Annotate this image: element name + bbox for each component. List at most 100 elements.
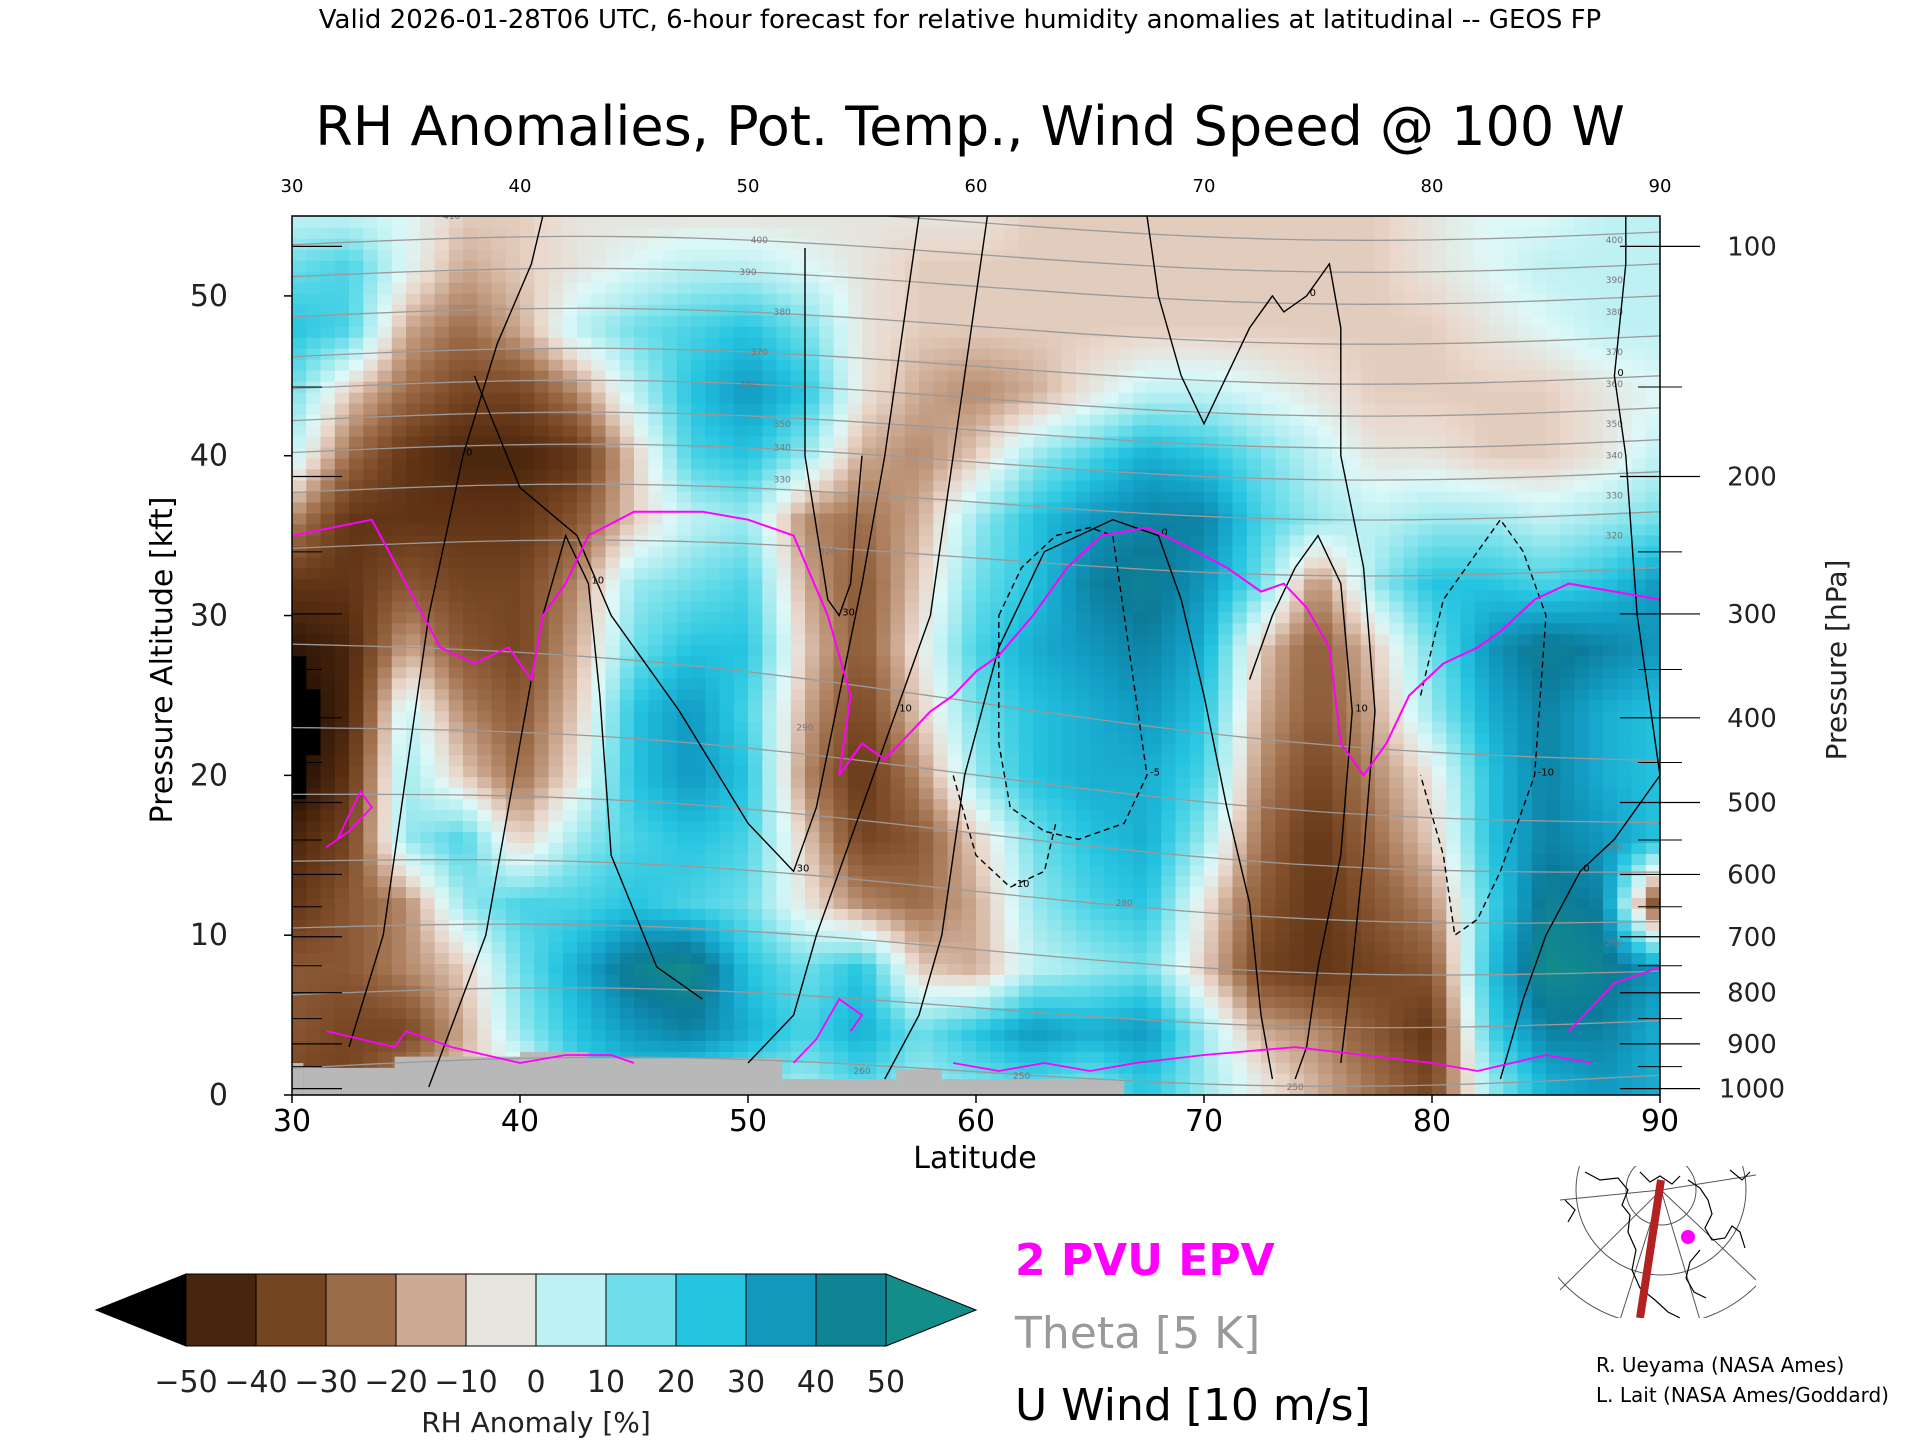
heatmap-cell (605, 545, 621, 558)
heatmap-cell (819, 908, 835, 920)
heatmap-cell (1375, 798, 1391, 811)
heatmap-cell (1261, 974, 1277, 986)
heatmap-cell (947, 1040, 963, 1052)
heatmap-cell (619, 941, 635, 953)
heatmap-cell (976, 1073, 992, 1085)
heatmap-cell (691, 732, 707, 745)
heatmap-cell (1617, 1051, 1633, 1063)
heatmap-cell (748, 699, 764, 712)
heatmap-cell (1318, 1084, 1334, 1095)
heatmap-cell (1303, 534, 1319, 547)
heatmap-cell (904, 919, 920, 931)
heatmap-cell (377, 644, 393, 657)
heatmap-cell (1246, 919, 1262, 931)
heatmap-cell (676, 523, 692, 536)
heatmap-cell (1517, 688, 1533, 701)
heatmap-cell (933, 864, 949, 877)
heatmap-cell (1617, 721, 1633, 734)
heatmap-cell (1261, 1084, 1277, 1095)
heatmap-cell (933, 853, 949, 866)
heatmap-cell (1446, 886, 1462, 898)
heatmap-cell (890, 611, 906, 624)
heatmap-cell (1588, 655, 1604, 668)
heatmap-cell (890, 600, 906, 613)
heatmap-cell (1432, 710, 1448, 723)
heatmap-cell (1460, 589, 1476, 602)
heatmap-cell (1261, 644, 1277, 657)
heatmap-cell (933, 677, 949, 690)
heatmap-cell (1047, 809, 1063, 822)
heatmap-cell (1517, 1040, 1533, 1052)
heatmap-cell (1546, 567, 1562, 580)
heatmap-cell (1033, 787, 1049, 800)
heatmap-cell (805, 831, 821, 844)
heatmap-cell (349, 864, 365, 877)
heatmap-cell (577, 655, 593, 668)
heatmap-cell (577, 930, 593, 942)
heatmap-cell (733, 886, 749, 898)
heatmap-cell (1489, 908, 1505, 920)
heatmap-cell (1389, 1018, 1405, 1030)
heatmap-cell (961, 952, 977, 964)
heatmap-cell (306, 798, 322, 811)
heatmap-cell (1546, 875, 1562, 888)
heatmap-cell (1246, 688, 1262, 701)
heatmap-cell (1603, 974, 1619, 986)
heatmap-cell (1346, 556, 1362, 569)
heatmap-cell (1588, 985, 1604, 997)
heatmap-cell (933, 600, 949, 613)
heatmap-cell (1546, 1062, 1562, 1074)
heatmap-cell (1460, 754, 1476, 767)
heatmap-cell (1460, 677, 1476, 690)
heatmap-cell (1047, 699, 1063, 712)
heatmap-cell (1432, 908, 1448, 920)
heatmap-cell (406, 578, 422, 591)
heatmap-cell (1603, 963, 1619, 975)
heatmap-cell (1161, 600, 1177, 613)
heatmap-cell (1645, 820, 1660, 833)
heatmap-cell (1460, 710, 1476, 723)
heatmap-cell (1204, 864, 1220, 877)
heatmap-cell (491, 952, 507, 964)
heatmap-cell (534, 985, 550, 997)
heatmap-cell (334, 963, 350, 975)
heatmap-cell (434, 776, 450, 789)
heatmap-cell (1546, 765, 1562, 778)
heatmap-cell (463, 677, 479, 690)
heatmap-cell (833, 952, 849, 964)
heatmap-cell (1360, 897, 1376, 909)
heatmap-cell (1061, 875, 1077, 888)
heatmap-cell (1033, 897, 1049, 909)
heatmap-cell (448, 567, 464, 580)
heatmap-cell (1474, 611, 1490, 624)
heatmap-cell (762, 809, 778, 822)
heatmap-cell (1560, 600, 1576, 613)
heatmap-cell (1403, 556, 1419, 569)
heatmap-cell (1204, 908, 1220, 920)
heatmap-cell (463, 622, 479, 635)
heatmap-cell (548, 655, 564, 668)
heatmap-cell (819, 1029, 835, 1041)
heatmap-cell (1417, 677, 1433, 690)
heatmap-cell (1432, 831, 1448, 844)
heatmap-cell (1517, 1051, 1533, 1063)
heatmap-cell (1631, 875, 1647, 888)
heatmap-cell (1161, 1007, 1177, 1019)
heatmap-cell (1033, 842, 1049, 855)
heatmap-cell (1175, 952, 1191, 964)
heatmap-cell (463, 930, 479, 942)
heatmap-cell (363, 974, 379, 986)
heatmap-cell (306, 512, 322, 525)
heatmap-cell (505, 688, 521, 701)
heatmap-cell (776, 556, 792, 569)
heatmap-cell (1474, 1007, 1490, 1019)
heatmap-cell (890, 567, 906, 580)
heatmap-cell (1047, 930, 1063, 942)
heatmap-cell (448, 732, 464, 745)
heatmap-cell (1232, 1073, 1248, 1085)
heatmap-cell (1303, 600, 1319, 613)
heatmap-cell (1446, 974, 1462, 986)
heatmap-cell (1432, 1073, 1448, 1085)
heatmap-cell (420, 776, 436, 789)
heatmap-cell (862, 754, 878, 767)
